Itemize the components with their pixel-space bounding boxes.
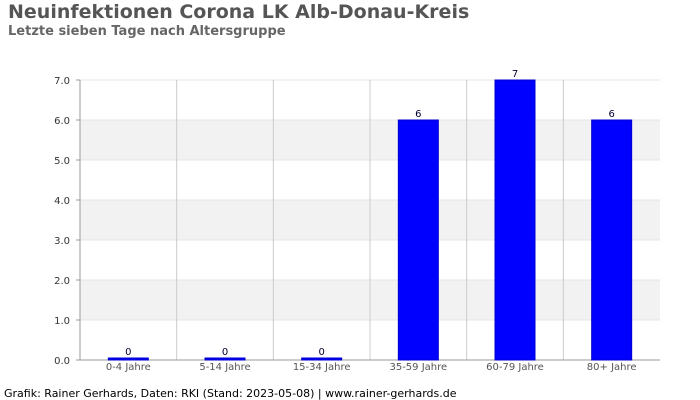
- chart-title: Neuinfektionen Corona LK Alb-Donau-Kreis: [8, 1, 470, 23]
- bar: [301, 357, 343, 361]
- bar: [397, 119, 439, 361]
- y-tick-label: 5.0: [54, 156, 70, 167]
- bar: [107, 357, 149, 361]
- bar: [494, 79, 536, 361]
- bar-value-label: 6: [415, 109, 421, 120]
- x-tick-label: 15-34 Jahre: [293, 362, 351, 373]
- bar-value-label: 7: [512, 69, 518, 80]
- x-tick-label: 60-79 Jahre: [486, 362, 544, 373]
- source-footer: Grafik: Rainer Gerhards, Daten: RKI (Sta…: [4, 387, 457, 400]
- x-tick-label: 0-4 Jahre: [106, 362, 151, 373]
- bar: [204, 357, 246, 361]
- bar-value-label: 6: [608, 109, 614, 120]
- x-tick-label: 35-59 Jahre: [389, 362, 447, 373]
- y-tick-label: 6.0: [54, 116, 70, 127]
- bar: [591, 119, 633, 361]
- y-tick-label: 0.0: [54, 356, 70, 367]
- y-tick-label: 3.0: [54, 236, 70, 247]
- bar-value-label: 0: [125, 347, 131, 358]
- y-tick-label: 4.0: [54, 196, 70, 207]
- x-tick-label: 5-14 Jahre: [199, 362, 250, 373]
- chart-subtitle: Letzte sieben Tage nach Altersgruppe: [8, 24, 286, 39]
- x-tick-label: 80+ Jahre: [587, 362, 637, 373]
- y-tick-label: 7.0: [54, 76, 70, 87]
- bar-value-label: 0: [222, 347, 228, 358]
- y-tick-label: 1.0: [54, 316, 70, 327]
- y-tick-label: 2.0: [54, 276, 70, 287]
- bar-value-label: 0: [318, 347, 324, 358]
